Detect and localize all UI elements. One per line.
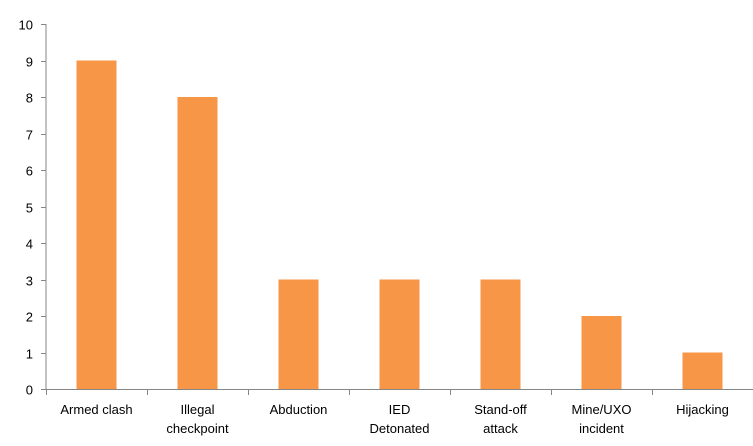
bar xyxy=(379,279,420,389)
x-category-label: Abduction xyxy=(270,402,328,417)
y-tick-label: 5 xyxy=(26,201,33,216)
x-category-label-line: IED xyxy=(389,402,411,417)
x-category-label: Hijacking xyxy=(676,402,729,417)
bar xyxy=(581,316,622,389)
x-category-label: IED Detonated xyxy=(370,402,430,436)
bar xyxy=(682,352,723,389)
y-tick-label: 9 xyxy=(26,55,33,70)
y-tick-label: 3 xyxy=(26,274,33,289)
x-category-label-line: Hijacking xyxy=(676,402,729,417)
bar xyxy=(76,60,117,389)
bar xyxy=(480,279,521,389)
y-tick-label: 1 xyxy=(26,347,33,362)
y-tick-label: 10 xyxy=(19,18,33,33)
x-category-label-line: Detonated xyxy=(370,421,430,436)
y-tick-label: 0 xyxy=(26,383,33,398)
y-tick-label: 4 xyxy=(26,237,33,252)
x-category-label: Armed clash xyxy=(60,402,132,417)
y-tick-label: 2 xyxy=(26,310,33,325)
x-category-label-line: Abduction xyxy=(270,402,328,417)
x-category-label: Illegal checkpoint xyxy=(166,402,229,436)
x-category-label: Mine/UXO incident xyxy=(572,402,632,436)
bar xyxy=(177,97,218,389)
x-category-label-line: attack xyxy=(483,421,518,436)
x-category-label-line: Stand-off xyxy=(474,402,527,417)
x-category-label-line: Illegal xyxy=(181,402,215,417)
x-category-label-line: Armed clash xyxy=(60,402,132,417)
x-category-label-line: incident xyxy=(579,421,624,436)
y-tick-label: 8 xyxy=(26,91,33,106)
y-tick-label: 7 xyxy=(26,128,33,143)
y-tick-label: 6 xyxy=(26,164,33,179)
y-axis: 0 1 2 3 4 5 6 7 8 9 10 xyxy=(19,18,47,398)
x-category-label-line: checkpoint xyxy=(166,421,229,436)
category-labels: Armed clash Illegal checkpoint Abduction IED… xyxy=(60,402,729,436)
x-category-label-line: Mine/UXO xyxy=(572,402,632,417)
x-axis xyxy=(46,389,753,395)
bar xyxy=(278,279,319,389)
bars xyxy=(76,60,723,389)
x-category-label: Stand-off attack xyxy=(474,402,527,436)
